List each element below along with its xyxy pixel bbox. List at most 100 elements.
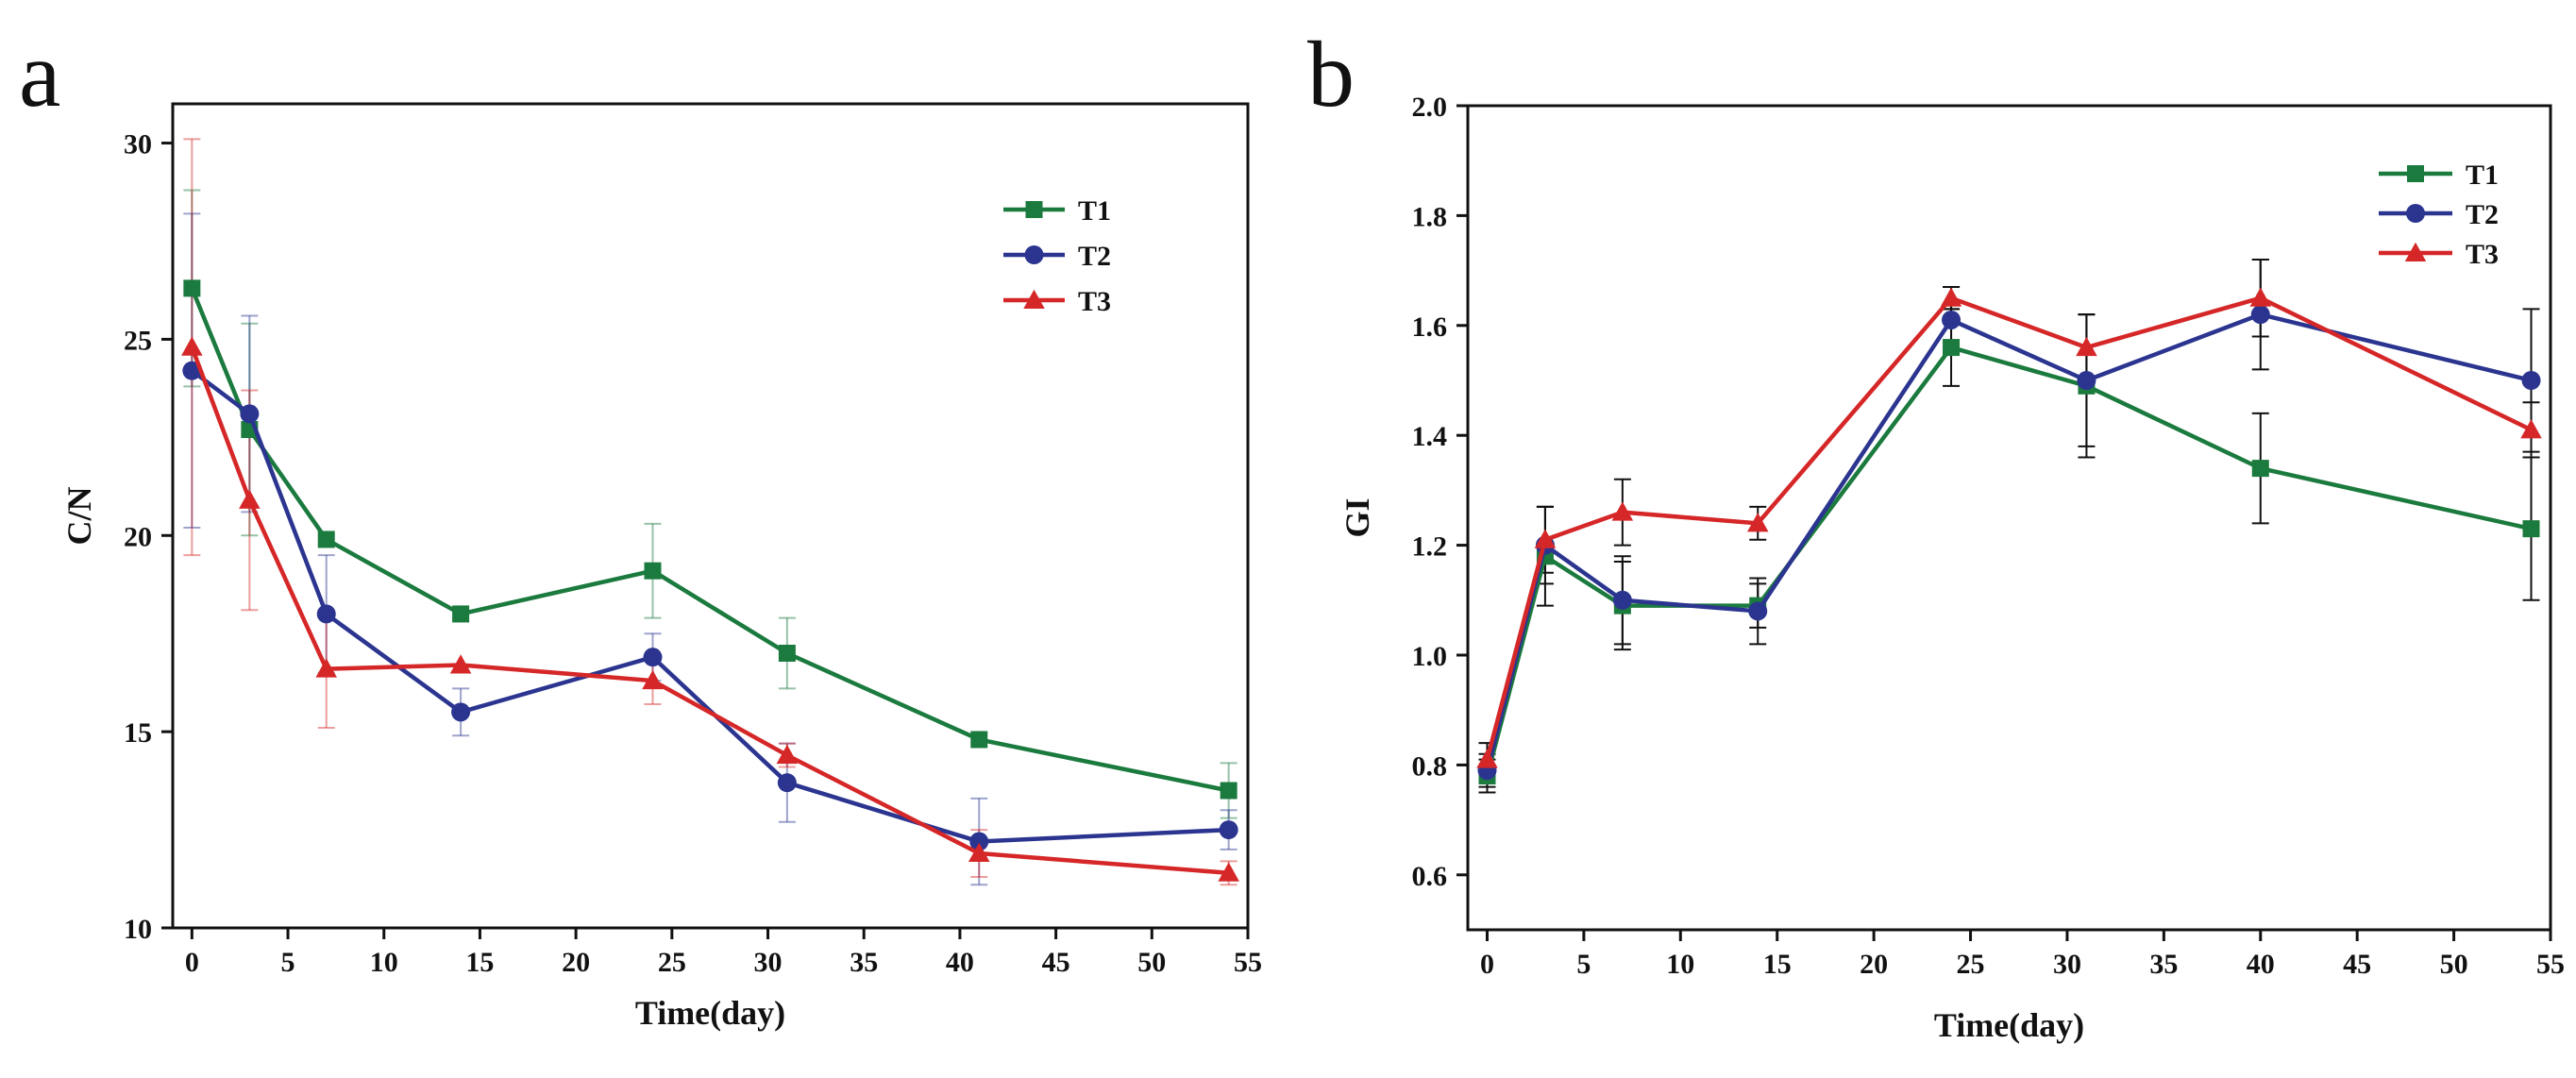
data-point [315,658,337,678]
x-tick-label: 20 [562,947,590,978]
data-point [1611,501,1634,521]
data-point [316,604,336,624]
y-axis-title: GI [1339,497,1376,537]
data-point [2521,371,2541,390]
x-tick-label: 0 [1480,949,1494,980]
markers-t3 [1476,287,2542,768]
data-point [970,731,988,749]
x-tick-label: 25 [658,947,686,978]
y-tick-label: 0.8 [1412,750,1448,782]
y-tick-label: 1.6 [1412,312,1448,343]
data-point [1218,862,1239,882]
markers-t2 [1477,305,2541,781]
y-axis-title: C/N [60,487,98,546]
legend-item-t1: T1 [2379,160,2499,191]
data-point [777,773,797,793]
x-tick-label: 25 [1957,949,1985,980]
legend-marker [2407,165,2424,182]
x-tick-label: 5 [281,947,295,978]
series-line-t1 [190,287,1230,793]
data-point [778,645,796,662]
markers-t1 [1478,339,2540,785]
legend-marker [1025,201,1043,218]
markers-t1 [183,279,1237,800]
data-point [1748,601,1768,621]
x-tick-label: 30 [2053,949,2081,980]
data-point [776,744,799,765]
x-tick-label: 40 [946,947,974,978]
legend-item-t2: T2 [1003,241,1111,272]
legend-item-t3: T3 [2379,239,2499,270]
y-tick-label: 0.6 [1412,861,1448,892]
y-tick-label: 30 [124,129,152,160]
y-tick-label: 1.2 [1412,531,1448,563]
data-point [1476,749,1498,768]
plot-frame [171,102,1250,930]
data-point [183,279,201,297]
data-point [969,832,989,851]
chart-panel-a: a 0 5 10 15 20 25 30 35 40 45 50 55 10 15 20 25 30 Time(da… [19,22,1262,1032]
y-tick-label: 25 [124,325,152,356]
legend-label: T2 [2466,199,2499,230]
data-point [449,654,472,674]
legend: T1 T2 T3 [2379,160,2499,270]
series-line-t3 [1485,295,2533,761]
data-point [317,531,335,548]
legend-item-t2: T2 [2379,199,2499,230]
panel-letter: a [19,22,60,126]
data-point [1612,590,1632,610]
data-point [1220,782,1237,800]
data-point [1534,529,1557,548]
data-point [1942,310,1961,329]
data-point [642,669,664,690]
x-tick-label: 50 [1137,947,1166,978]
legend-label: T1 [2466,160,2499,191]
data-point [2522,520,2540,538]
data-point [2077,371,2096,390]
error-bars-t1 [183,189,1237,819]
legend-marker [2404,242,2427,261]
legend-label: T3 [2466,239,2499,270]
error-bars-t1 [1478,308,2540,794]
y-tick-label: 10 [124,914,152,945]
legend-marker [2406,204,2425,223]
legend-label: T1 [1078,195,1111,227]
data-point [644,562,662,580]
y-tick-label: 1.4 [1412,421,1448,452]
series-line-t3 [190,345,1229,876]
x-tick-label: 20 [1860,949,1888,980]
legend-label: T3 [1078,286,1111,317]
y-tick-label: 2.0 [1412,92,1448,123]
legend-label: T2 [1078,241,1111,272]
data-point [968,842,990,863]
legend-marker [1023,289,1045,309]
series-line-t2 [190,368,1229,844]
data-point [643,648,663,667]
data-point [181,336,203,356]
x-tick-label: 50 [2440,949,2468,980]
legend-item-t3: T3 [1003,286,1111,317]
x-axis-title: Time(day) [635,994,785,1032]
data-point [240,404,260,424]
series-line-t1 [1485,345,2533,777]
data-point [1943,339,1961,357]
data-point [2250,305,2270,325]
y-tick-label: 20 [124,521,152,552]
plot-frame [1466,104,2552,932]
x-tick-label: 45 [1042,947,1070,978]
x-tick-label: 55 [1234,947,1262,978]
x-tick-label: 35 [2149,949,2178,980]
x-tick-label: 15 [1763,949,1792,980]
data-point [1746,513,1769,532]
error-bars-t3 [1478,258,2540,778]
legend: T1 T2 T3 [1003,195,1111,317]
x-tick-label: 15 [465,947,494,978]
data-point [2076,336,2097,357]
y-tick-label: 1.8 [1412,201,1448,232]
x-tick-label: 30 [754,947,783,978]
legend-item-t1: T1 [1003,195,1111,227]
series-line-t2 [1485,312,2533,771]
x-tick-label: 45 [2343,949,2371,980]
